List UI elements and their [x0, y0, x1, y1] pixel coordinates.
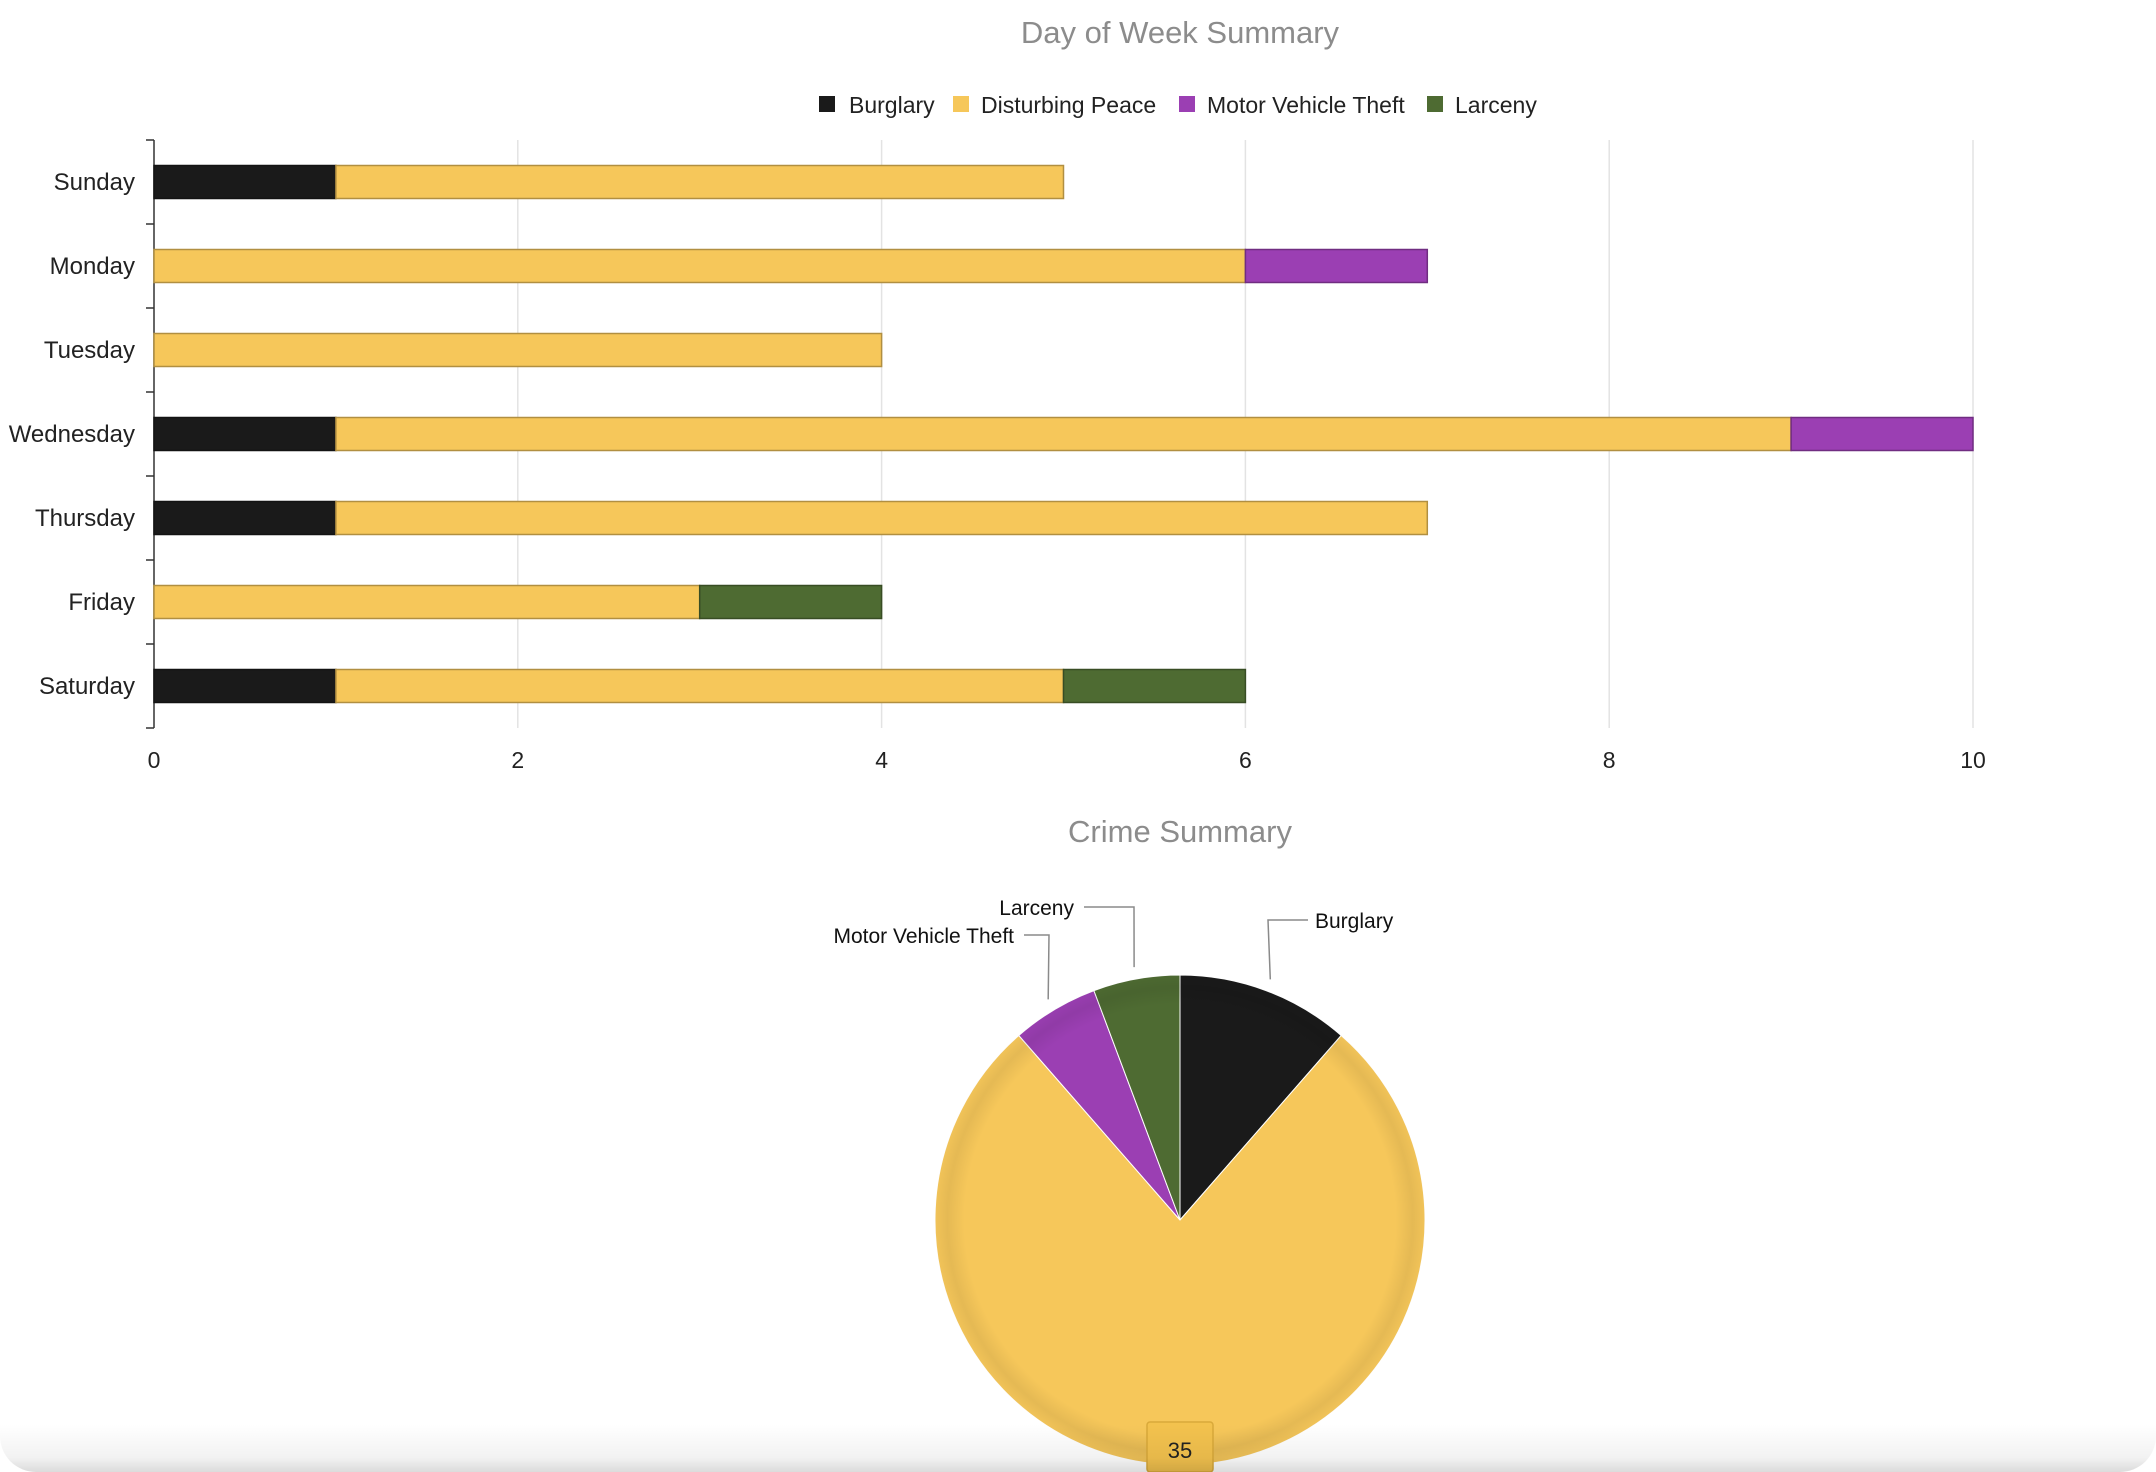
bar-chart-legend: Burglary Disturbing Peace Motor Vehicle … [819, 92, 1537, 118]
legend-item-motor-vehicle-theft[interactable]: Motor Vehicle Theft [1179, 92, 1405, 118]
x-tick-label-8: 8 [1603, 747, 1616, 773]
pie-total-box [1146, 1421, 1214, 1472]
bar-chart-bars [153, 164, 1974, 704]
category-label-tuesday: Tuesday [44, 337, 135, 364]
pie-total-badge: 35 [1146, 1421, 1214, 1472]
bar-friday-disturbing-peace[interactable] [153, 584, 701, 620]
pie-label-burglary: Burglary [1315, 910, 1394, 933]
pie-connector-motor-vehicle-theft [1024, 934, 1050, 1000]
legend-label-motor-vehicle-theft: Motor Vehicle Theft [1207, 92, 1405, 118]
x-tick-label-6: 6 [1239, 747, 1252, 773]
bar-saturday-burglary[interactable] [153, 668, 337, 704]
pie-connector-burglary [1267, 919, 1308, 980]
bar-chart-axes [146, 139, 155, 729]
bar-friday-larceny[interactable] [698, 584, 883, 620]
legend-label-disturbing-peace: Disturbing Peace [981, 92, 1156, 118]
legend-label-burglary: Burglary [849, 92, 935, 118]
bar-chart-category-labels: Sunday Monday Tuesday Wednesday Thursday Frid… [9, 169, 135, 700]
bar-thursday-disturbing-peace[interactable] [335, 500, 1429, 536]
legend-item-larceny[interactable]: Larceny [1427, 92, 1537, 118]
pie-shading [935, 975, 1425, 1465]
legend-swatch-burglary [819, 96, 835, 112]
legend-label-larceny: Larceny [1455, 92, 1537, 118]
legend-item-disturbing-peace[interactable]: Disturbing Peace [953, 92, 1156, 118]
legend-swatch-larceny [1427, 96, 1443, 112]
x-tick-label-10: 10 [1960, 747, 1986, 773]
pie-chart-labels: Burglary Motor Vehicle Theft Larceny [833, 897, 1394, 1000]
bar-saturday-disturbing-peace[interactable] [335, 668, 1065, 704]
day-of-week-bar-chart: Day of Week Summary Burglary Disturbing … [9, 15, 1986, 773]
bar-tuesday-disturbing-peace[interactable] [153, 332, 883, 368]
legend-item-burglary[interactable]: Burglary [819, 92, 935, 118]
bar-wednesday-burglary[interactable] [153, 416, 337, 452]
category-label-wednesday: Wednesday [9, 421, 135, 448]
category-label-monday: Monday [50, 253, 135, 280]
bar-sunday-disturbing-peace[interactable] [335, 164, 1065, 200]
legend-swatch-disturbing-peace [953, 96, 969, 112]
bar-saturday-larceny[interactable] [1062, 668, 1247, 704]
x-tick-label-2: 2 [511, 747, 524, 773]
pie-total-value: 35 [1168, 1438, 1192, 1463]
category-label-sunday: Sunday [54, 169, 135, 196]
x-tick-label-4: 4 [875, 747, 888, 773]
bar-wednesday-motor-vehicle-theft[interactable] [1790, 416, 1974, 452]
crime-summary-pie-chart: Crime Summary Burglary Motor Vehicle Thef… [833, 814, 1426, 1472]
bar-thursday-burglary[interactable] [153, 500, 337, 536]
bar-monday-disturbing-peace[interactable] [153, 248, 1247, 284]
pie-label-larceny: Larceny [999, 897, 1074, 920]
category-label-saturday: Saturday [39, 673, 135, 700]
bar-sunday-burglary[interactable] [153, 164, 337, 200]
pie-chart-title: Crime Summary [1068, 814, 1292, 849]
bar-wednesday-disturbing-peace[interactable] [335, 416, 1792, 452]
pie-label-motor-vehicle-theft: Motor Vehicle Theft [833, 925, 1014, 948]
bar-chart-tick-labels: 0 2 4 6 8 10 [148, 747, 1986, 773]
pie-connector-larceny [1084, 906, 1135, 968]
category-label-thursday: Thursday [35, 505, 135, 532]
legend-swatch-motor-vehicle-theft [1179, 96, 1195, 112]
bar-monday-motor-vehicle-theft[interactable] [1244, 248, 1429, 284]
category-label-friday: Friday [68, 589, 135, 616]
bar-chart-title: Day of Week Summary [1021, 15, 1340, 50]
x-tick-label-0: 0 [148, 747, 161, 773]
